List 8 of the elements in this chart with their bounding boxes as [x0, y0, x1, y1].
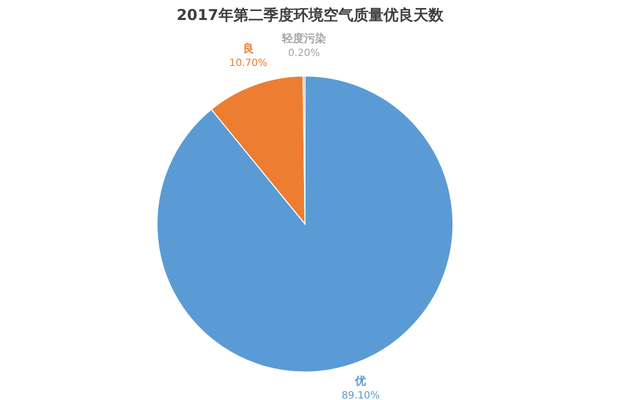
- slice-label: 良: [242, 42, 254, 55]
- data-label: 89.10%: [342, 390, 380, 400]
- slice-label: 轻度污染: [280, 32, 326, 46]
- pie-slice: [156, 76, 454, 372]
- chart-title: 2017年第二季度环境空气质量优良天数: [176, 6, 444, 24]
- slice-label: 优: [354, 374, 366, 388]
- data-label: 10.70%: [229, 58, 268, 69]
- data-label: 0.20%: [288, 48, 320, 60]
